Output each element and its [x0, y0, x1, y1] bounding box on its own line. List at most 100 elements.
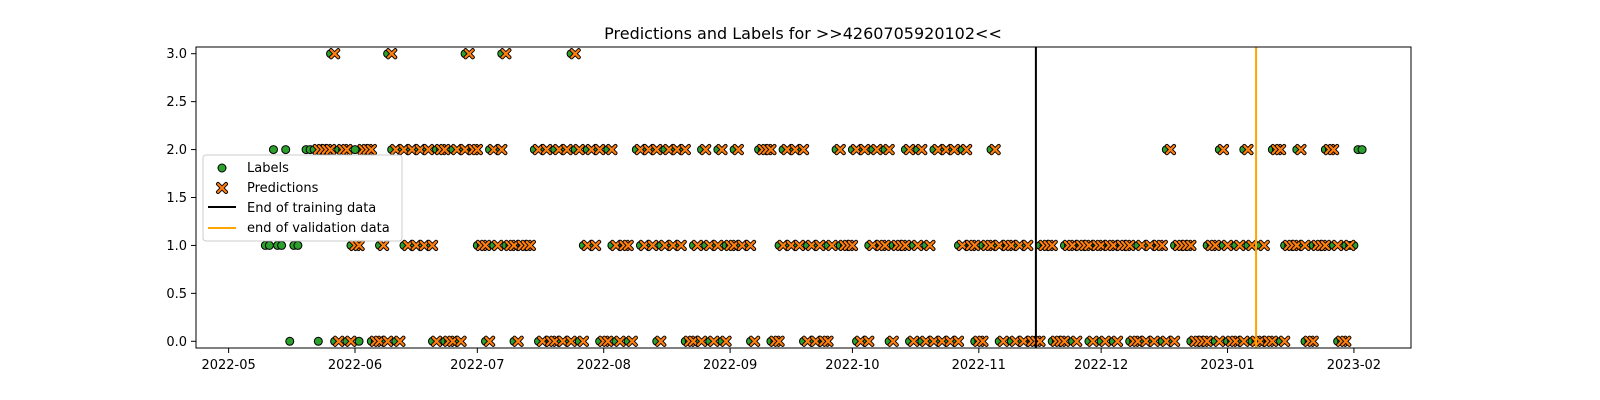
prediction-point-fill [590, 240, 601, 251]
prediction-point-fill [1341, 336, 1351, 346]
prediction-point [765, 143, 777, 156]
prediction-point-fill [864, 336, 874, 346]
prediction-point [353, 239, 365, 252]
prediction-point-fill [717, 144, 727, 155]
prediction-point-fill [672, 144, 682, 155]
prediction-point [659, 239, 671, 252]
prediction-point [532, 143, 545, 156]
prediction-point [1246, 239, 1258, 252]
prediction-point [871, 143, 883, 156]
prediction-point [1099, 335, 1111, 347]
label-point [293, 240, 303, 250]
prediction-point [500, 48, 512, 60]
prediction-point-fill [778, 240, 788, 251]
prediction-point [663, 143, 675, 156]
legend-labels-text: Labels [247, 161, 289, 176]
prediction-point [883, 143, 895, 156]
prediction-point-fill [970, 240, 980, 251]
prediction-point-fill [378, 240, 389, 251]
y-tick-label: 0.0 [166, 335, 187, 350]
y-tick-label: 1.5 [166, 191, 187, 206]
legend-validation-text: end of validation data [247, 221, 390, 236]
prediction-point-fill [562, 144, 572, 155]
prediction-point-fill [452, 144, 462, 155]
prediction-point-fill [827, 240, 837, 251]
prediction-point [667, 239, 679, 252]
prediction-point-fill [859, 144, 870, 155]
prediction-point [642, 143, 655, 156]
prediction-point [614, 335, 626, 347]
prediction-point-fill [1035, 336, 1045, 346]
prediction-point-fill [1047, 240, 1057, 251]
prediction-point-fill [994, 240, 1004, 251]
prediction-point [924, 239, 936, 252]
prediction-point-fill [448, 336, 458, 346]
prediction-point-fill [855, 336, 866, 346]
prediction-point [1071, 335, 1083, 347]
prediction-point-fill [407, 144, 417, 155]
prediction-point-fill [692, 240, 703, 251]
prediction-point-fill [713, 240, 723, 251]
prediction-point [1066, 239, 1079, 252]
x-tick-label: 2022-12 [1074, 358, 1128, 373]
prediction-point [455, 335, 467, 347]
prediction-point [508, 239, 520, 252]
prediction-point-fill [1320, 240, 1331, 251]
prediction-point [993, 239, 1005, 252]
prediction-point-fill [635, 144, 646, 155]
prediction-point-fill [1161, 336, 1172, 346]
legend-labels-marker [217, 163, 227, 173]
prediction-point [695, 335, 708, 347]
prediction-point [402, 239, 414, 252]
prediction-point-fill [945, 336, 955, 346]
legend-predictions-marker-fill [216, 182, 228, 194]
x-tick-label: 2022-05 [201, 358, 255, 373]
prediction-point-fill [1067, 240, 1078, 251]
prediction-point [585, 143, 598, 156]
prediction-point-fill [431, 336, 442, 346]
prediction-point-fill [941, 144, 951, 155]
legend-predictions-text: Predictions [247, 181, 319, 196]
prediction-point-fill [399, 144, 409, 155]
prediction-point [859, 143, 871, 156]
prediction-point-fill [497, 144, 507, 155]
prediction-point-fill [953, 336, 964, 346]
prediction-point [606, 143, 618, 156]
prediction-point [439, 143, 451, 156]
prediction-point [492, 239, 504, 252]
prediction-point-fill [1165, 144, 1176, 155]
prediction-point-fill [566, 336, 576, 346]
prediction-point [687, 335, 700, 347]
prediction-point-fill [374, 336, 385, 346]
prediction-point-fill [1202, 336, 1212, 346]
prediction-point [488, 143, 500, 156]
prediction-point-fill [1218, 144, 1229, 155]
legend-training-text: End of training data [247, 201, 376, 216]
prediction-point [801, 335, 814, 347]
prediction-point-fill [1018, 336, 1029, 346]
prediction-point-fill [880, 240, 890, 251]
prediction-point [867, 239, 879, 252]
label-point [285, 336, 295, 346]
prediction-point [989, 143, 1001, 156]
prediction-point [536, 335, 549, 347]
chart-title: Predictions and Labels for >>42607059201… [604, 24, 1002, 43]
prediction-point [1327, 143, 1340, 156]
label-point [1357, 145, 1367, 155]
prediction-point-fill [709, 336, 719, 346]
prediction-point-fill [1332, 240, 1343, 251]
prediction-point-fill [1096, 240, 1106, 251]
prediction-point [390, 143, 402, 156]
prediction-point [1164, 143, 1177, 156]
prediction-point-fill [1210, 240, 1220, 251]
prediction-point-fill [1133, 336, 1143, 346]
prediction-point-fill [586, 144, 597, 155]
prediction-point-fill [745, 240, 756, 251]
prediction-point [1319, 239, 1331, 252]
x-tick-label: 2023-01 [1200, 358, 1254, 373]
prediction-point-fill [509, 240, 519, 251]
prediction-point [1124, 239, 1136, 252]
prediction-point-fill [403, 240, 413, 251]
prediction-point [985, 239, 997, 252]
prediction-point-fill [395, 336, 405, 346]
